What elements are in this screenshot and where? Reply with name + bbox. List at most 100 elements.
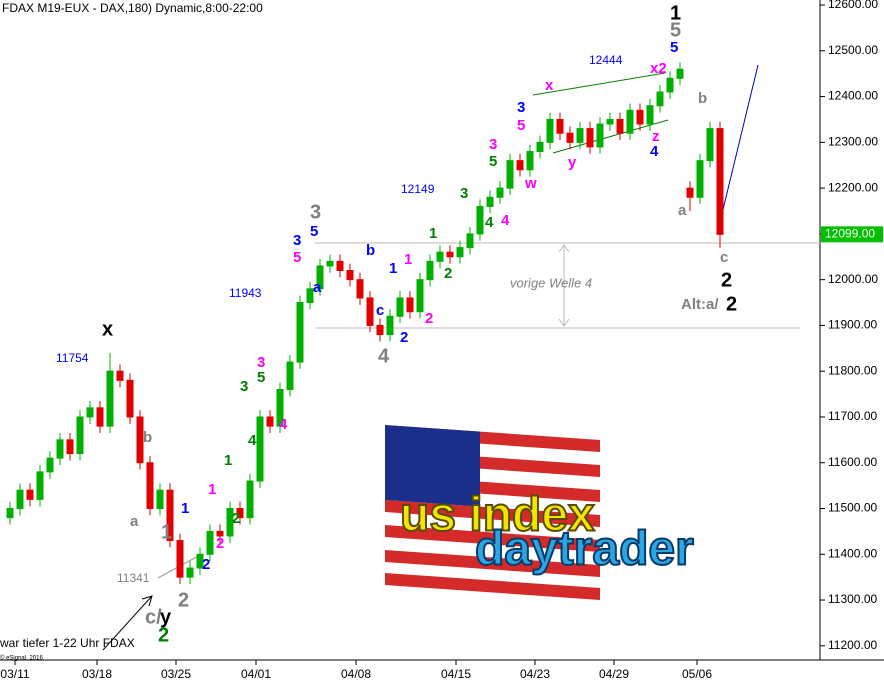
candle-body — [176, 540, 184, 578]
candle-body — [186, 567, 194, 578]
candle-body — [226, 508, 234, 537]
annotation: 3 — [293, 232, 301, 249]
candle-body — [136, 416, 144, 464]
annotation: 11341 — [117, 571, 150, 585]
candle — [76, 410, 84, 461]
y-tick-label: 12000.00 — [828, 272, 878, 286]
candle-body — [246, 480, 254, 519]
annotation: 2 — [202, 556, 210, 573]
candle-body — [506, 160, 514, 189]
arrow-head — [141, 595, 153, 607]
x-tick-label: 04/29 — [599, 667, 629, 681]
candle-body — [376, 324, 384, 336]
candle — [596, 117, 604, 154]
annotation: 11754 — [56, 351, 89, 365]
candle-body — [116, 370, 124, 381]
candle-body — [386, 315, 394, 336]
candle — [656, 85, 664, 113]
annotation: 4 — [279, 416, 288, 433]
candle-body — [616, 118, 624, 134]
candle-body — [456, 247, 464, 258]
candle — [246, 474, 254, 525]
candle-body — [406, 297, 414, 313]
candle — [366, 291, 374, 333]
candle-body — [66, 439, 74, 455]
annotation: 5 — [257, 369, 265, 386]
candle-body — [106, 370, 114, 427]
candle — [646, 98, 654, 131]
annotation: 4 — [248, 432, 257, 449]
candle — [566, 126, 574, 150]
candle — [126, 373, 134, 424]
candle — [276, 382, 284, 433]
candle — [606, 112, 614, 131]
annotation: 1 — [208, 481, 216, 498]
candle-body — [576, 128, 584, 143]
candle-body — [476, 205, 484, 235]
candle — [466, 227, 474, 255]
annotation: w — [524, 175, 537, 192]
candle-body — [346, 269, 354, 281]
annotation: a — [678, 202, 687, 219]
annotation: 3 — [460, 185, 468, 202]
candle-body — [686, 187, 694, 198]
candle-body — [496, 187, 504, 198]
candle-body — [96, 407, 104, 427]
candle-body — [86, 407, 94, 418]
annotation: 3 — [517, 99, 525, 116]
candle-body — [146, 462, 154, 510]
candle-body — [466, 233, 474, 249]
candle — [536, 135, 544, 159]
candle-body — [596, 123, 604, 148]
candle-body — [546, 118, 554, 143]
candle-body — [556, 118, 564, 134]
candle — [236, 501, 244, 525]
annotation: 2 — [216, 535, 224, 552]
candle-body — [676, 68, 684, 79]
candle-body — [216, 530, 224, 537]
candle — [86, 400, 94, 424]
annotation: 1 — [670, 2, 681, 24]
y-tick-label: 11300.00 — [828, 592, 877, 606]
annotation: 2 — [425, 310, 433, 327]
candle-body — [36, 471, 44, 500]
candle-body — [666, 77, 674, 93]
x-tick-label: 03/25 — [161, 667, 191, 681]
annotation: z — [652, 128, 660, 145]
annotation: 5 — [310, 223, 318, 240]
candle — [696, 153, 704, 205]
candle-body — [646, 105, 654, 125]
annotation: 3 — [240, 378, 248, 395]
candle-body — [166, 489, 174, 542]
annotation: 2 — [400, 329, 408, 346]
candle — [186, 561, 194, 585]
annotation: 11943 — [229, 286, 262, 300]
candle-body — [716, 128, 724, 235]
candle — [6, 501, 14, 525]
candle-body — [566, 132, 574, 143]
candle-body — [326, 260, 334, 267]
candle-body — [446, 251, 454, 258]
candle — [716, 121, 724, 248]
candle — [496, 181, 504, 205]
annotation: 3 — [257, 354, 265, 371]
x-tick-label: 04/08 — [341, 667, 371, 681]
candle-body — [56, 439, 64, 459]
candle — [556, 112, 564, 141]
logo: us index daytrader — [385, 425, 695, 601]
last-price-label: 12099.00 — [825, 227, 875, 241]
annotation: x — [545, 77, 554, 94]
candle-body — [46, 457, 54, 473]
annotation: 2 — [721, 269, 732, 291]
annotation: x — [102, 318, 113, 340]
y-tick-label: 11700.00 — [828, 409, 877, 423]
candle-body — [316, 265, 324, 290]
candle — [686, 181, 694, 211]
y-tick-label: 12300.00 — [828, 135, 878, 149]
annotation: vorige Welle 4 — [510, 275, 592, 290]
candle — [176, 533, 184, 585]
candle-body — [696, 160, 704, 198]
candle-body — [526, 150, 534, 171]
y-tick-label: 11500.00 — [828, 501, 877, 515]
annotation: 12149 — [401, 182, 435, 196]
